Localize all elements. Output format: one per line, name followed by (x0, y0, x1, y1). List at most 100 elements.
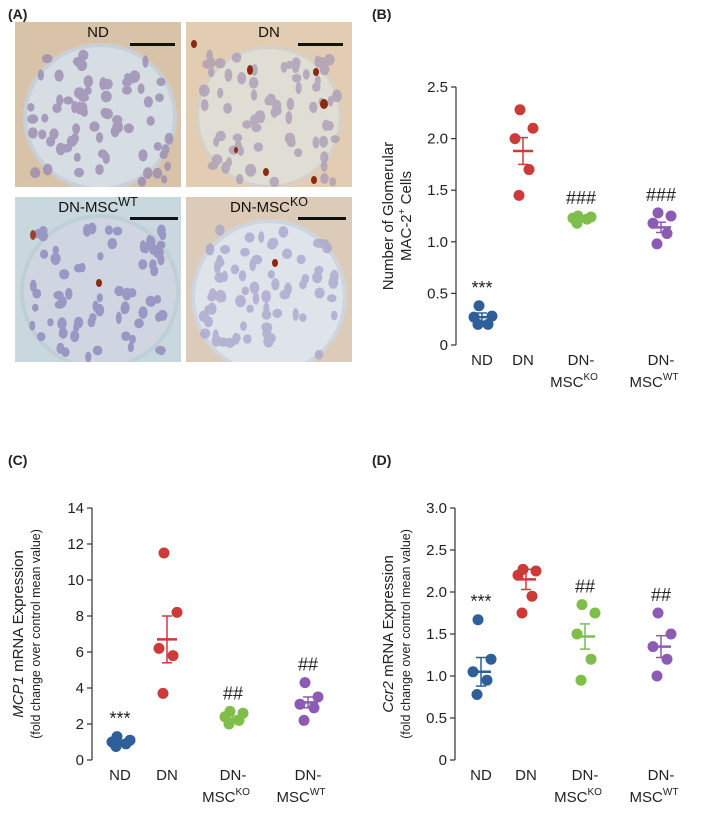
y-tick-label: 0.5 (427, 285, 448, 302)
nucleus (251, 64, 258, 76)
nucleus (314, 265, 324, 275)
nucleus (241, 286, 249, 296)
y-axis-label-line1: MCP1 mRNA Expression (10, 550, 27, 718)
nucleus (87, 316, 96, 328)
nucleus (99, 77, 107, 91)
nucleus (269, 176, 280, 187)
x-category-label: DN-MSCKO (554, 767, 602, 806)
nucleus (29, 279, 37, 293)
x-category-label: DN (515, 767, 537, 784)
nucleus (266, 239, 278, 250)
data-point-ko (571, 628, 583, 640)
nucleus (263, 335, 274, 348)
nucleus (143, 96, 153, 108)
y-tick-label: 1.0 (426, 668, 447, 685)
nucleus (156, 77, 166, 87)
y-tick-label: 2.0 (426, 584, 447, 601)
y-tick-label: 2.5 (427, 79, 448, 96)
nucleus (243, 334, 252, 344)
nucleus (78, 49, 89, 61)
nucleus (212, 329, 219, 341)
nucleus (41, 113, 49, 123)
data-point-dn (513, 189, 525, 201)
nucleus (85, 351, 92, 362)
nucleus (200, 328, 211, 339)
nucleus (261, 310, 272, 320)
nucleus (137, 83, 145, 94)
nucleus (314, 349, 323, 360)
nucleus (95, 132, 104, 143)
nucleus (155, 312, 162, 322)
x-category-label: DN (156, 767, 178, 784)
nucleus (134, 318, 144, 329)
nucleus (58, 327, 68, 339)
nucleus (237, 72, 247, 85)
significance-annotation: *** (470, 592, 491, 612)
nucleus (251, 123, 262, 133)
nucleus (245, 163, 257, 177)
data-point-wt (652, 207, 664, 219)
micrograph-dn-msc-wt: DN-MSCWT (15, 197, 181, 362)
nucleus (312, 136, 320, 149)
nucleus (30, 167, 41, 179)
nucleus (72, 123, 80, 135)
nucleus (215, 224, 225, 236)
nucleus (214, 272, 226, 283)
nucleus (202, 59, 214, 69)
data-point-dn (509, 133, 521, 145)
nucleus (330, 135, 340, 144)
nucleus (161, 144, 170, 155)
nucleus (122, 85, 132, 95)
nucleus (92, 300, 99, 312)
data-point-wt (665, 628, 677, 640)
nucleus (199, 84, 210, 97)
nucleus (164, 161, 171, 171)
nucleus (83, 75, 94, 88)
nucleus (27, 114, 39, 124)
y-axis-label: MCP1 mRNA Expression (fold change over co… (10, 529, 43, 739)
y-tick-label: 6 (76, 644, 84, 661)
nucleus (156, 240, 166, 249)
nucleus (238, 270, 247, 282)
nucleus (57, 296, 67, 308)
nucleus (50, 252, 61, 265)
nucleus (237, 146, 244, 156)
y-tick-label: 1.5 (426, 626, 447, 643)
data-point-dn (530, 565, 542, 577)
nucleus (63, 96, 74, 105)
x-category-label: ND (470, 767, 492, 784)
nucleus (284, 132, 296, 144)
nucleus (100, 90, 112, 103)
nucleus (57, 317, 67, 330)
nucleus (267, 270, 275, 279)
nucleus (232, 133, 243, 142)
y-axis-label-line2: (fold change over control mean value) (399, 529, 413, 739)
nucleus (314, 75, 321, 87)
data-point-wt (298, 714, 310, 726)
y-tick-label: 14 (67, 500, 84, 517)
significance-annotation: *** (109, 709, 130, 729)
nucleus (114, 285, 125, 297)
nucleus (55, 142, 66, 156)
nucleus (152, 246, 164, 259)
nucleus (102, 152, 110, 165)
data-point-ko (576, 599, 588, 611)
nucleus (250, 114, 260, 126)
nucleus (292, 308, 299, 321)
y-tick-label: 2.0 (427, 131, 448, 148)
nucleus (215, 257, 225, 268)
nucleus (37, 69, 44, 81)
nucleus (291, 60, 300, 73)
data-point-nd (473, 300, 485, 312)
data-point-nd (482, 318, 494, 330)
x-category-label: ND (109, 767, 131, 784)
nucleus (295, 82, 302, 95)
micrograph-dn: DN (186, 22, 352, 187)
data-point-wt (312, 691, 324, 703)
nucleus (138, 306, 148, 319)
nucleus (264, 96, 271, 106)
y-tick-label: 0 (439, 752, 447, 769)
y-tick-label: 0 (440, 337, 448, 354)
nucleus (56, 94, 64, 106)
nucleus (224, 68, 233, 82)
